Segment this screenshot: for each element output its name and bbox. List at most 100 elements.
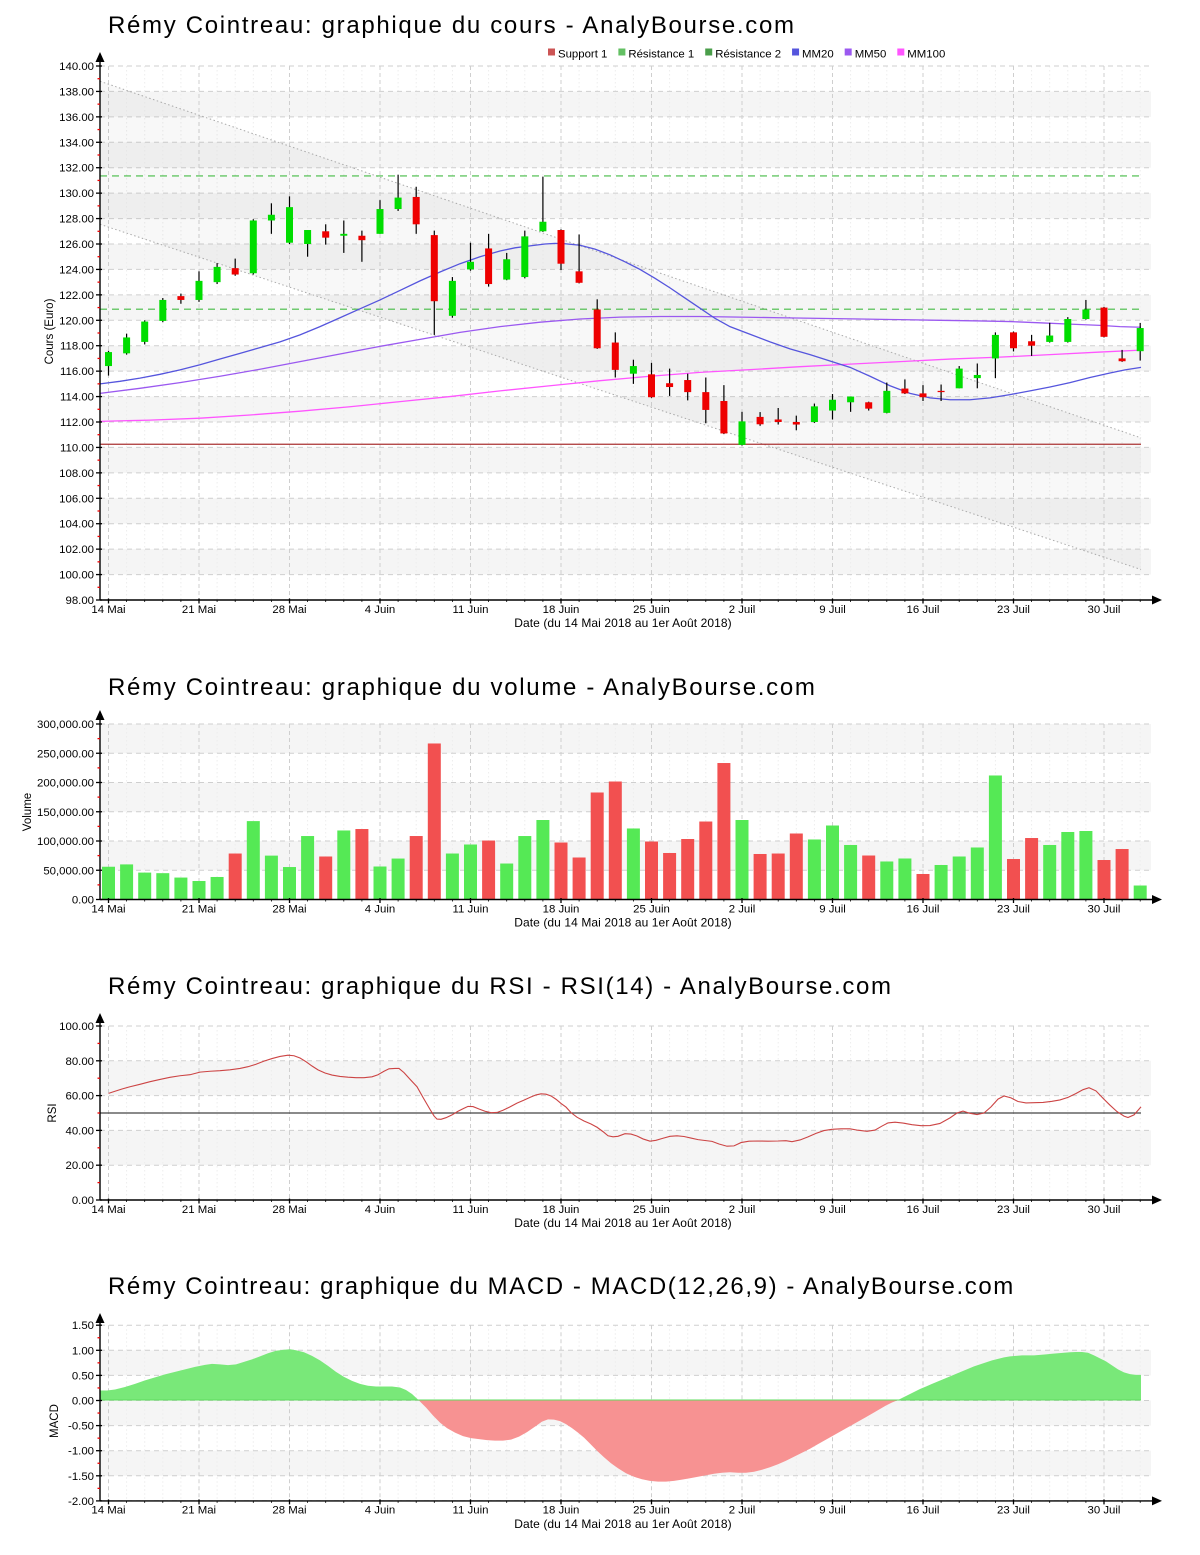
- svg-text:134.00: 134.00: [59, 137, 94, 149]
- svg-text:28 Mai: 28 Mai: [272, 1505, 306, 1517]
- svg-text:40.00: 40.00: [65, 1125, 94, 1137]
- svg-text:23 Juil: 23 Juil: [997, 1204, 1030, 1216]
- svg-text:Résistance 1: Résistance 1: [628, 49, 694, 61]
- svg-text:9 Juil: 9 Juil: [819, 1505, 846, 1517]
- svg-text:-2.00: -2.00: [68, 1496, 94, 1508]
- svg-text:18 Juin: 18 Juin: [543, 903, 580, 915]
- svg-text:100.00: 100.00: [59, 570, 94, 582]
- svg-text:110.00: 110.00: [60, 442, 94, 454]
- svg-text:Résistance 2: Résistance 2: [715, 49, 781, 61]
- svg-text:0.00: 0.00: [72, 1195, 94, 1207]
- svg-text:2 Juil: 2 Juil: [729, 604, 756, 616]
- svg-text:28 Mai: 28 Mai: [272, 903, 306, 915]
- svg-text:9 Juil: 9 Juil: [819, 1204, 846, 1216]
- svg-text:MM20: MM20: [802, 49, 834, 61]
- svg-text:100,000.00: 100,000.00: [37, 836, 94, 848]
- svg-text:Date (du 14 Mai 2018 au 1er Ao: Date (du 14 Mai 2018 au 1er Août 2018): [514, 1216, 732, 1230]
- svg-text:104.00: 104.00: [59, 519, 94, 531]
- svg-text:16 Juil: 16 Juil: [907, 1505, 940, 1517]
- svg-text:16 Juil: 16 Juil: [907, 903, 940, 915]
- svg-text:2 Juil: 2 Juil: [729, 1505, 756, 1517]
- svg-text:28 Mai: 28 Mai: [272, 604, 306, 616]
- svg-text:21 Mai: 21 Mai: [182, 1505, 216, 1517]
- svg-text:Date (du 14 Mai 2018 au 1er Ao: Date (du 14 Mai 2018 au 1er Août 2018): [514, 916, 732, 930]
- svg-text:108.00: 108.00: [59, 468, 94, 480]
- svg-text:0.00: 0.00: [72, 895, 94, 907]
- svg-text:80.00: 80.00: [65, 1056, 94, 1068]
- svg-text:9 Juil: 9 Juil: [819, 903, 846, 915]
- svg-text:30 Juil: 30 Juil: [1088, 903, 1121, 915]
- svg-text:9 Juil: 9 Juil: [819, 604, 846, 616]
- svg-text:-0.50: -0.50: [68, 1421, 94, 1433]
- svg-text:150,000.00: 150,000.00: [37, 807, 94, 819]
- svg-text:30 Juil: 30 Juil: [1088, 1204, 1121, 1216]
- svg-text:30 Juil: 30 Juil: [1088, 604, 1121, 616]
- svg-text:4 Juin: 4 Juin: [365, 1505, 395, 1517]
- svg-text:Rémy Cointreau: graphique du M: Rémy Cointreau: graphique du MACD - MACD…: [108, 1273, 1015, 1300]
- svg-text:102.00: 102.00: [59, 544, 94, 556]
- svg-text:14 Mai: 14 Mai: [91, 1505, 125, 1517]
- svg-text:18 Juin: 18 Juin: [543, 1204, 580, 1216]
- svg-text:112.00: 112.00: [60, 417, 94, 429]
- svg-text:25 Juin: 25 Juin: [633, 903, 670, 915]
- svg-text:Volume: Volume: [22, 793, 34, 831]
- svg-text:11 Juin: 11 Juin: [453, 1204, 489, 1216]
- svg-text:25 Juin: 25 Juin: [633, 1505, 670, 1517]
- svg-text:18 Juin: 18 Juin: [543, 604, 580, 616]
- svg-text:130.00: 130.00: [59, 188, 94, 200]
- svg-text:14 Mai: 14 Mai: [91, 1204, 125, 1216]
- svg-text:23 Juil: 23 Juil: [997, 1505, 1030, 1517]
- svg-text:4 Juin: 4 Juin: [365, 1204, 395, 1216]
- svg-text:126.00: 126.00: [59, 239, 94, 251]
- svg-text:1.00: 1.00: [72, 1345, 94, 1357]
- svg-text:16 Juil: 16 Juil: [907, 604, 940, 616]
- svg-text:20.00: 20.00: [65, 1160, 94, 1172]
- svg-text:Rémy Cointreau: graphique du v: Rémy Cointreau: graphique du volume - An…: [108, 674, 817, 701]
- svg-text:140.00: 140.00: [59, 61, 94, 73]
- svg-text:Cours (Euro): Cours (Euro): [44, 298, 56, 364]
- svg-text:122.00: 122.00: [59, 290, 94, 302]
- svg-text:128.00: 128.00: [59, 214, 94, 226]
- svg-text:300,000.00: 300,000.00: [37, 719, 94, 731]
- svg-text:23 Juil: 23 Juil: [997, 903, 1030, 915]
- svg-text:11 Juin: 11 Juin: [453, 604, 489, 616]
- svg-text:14 Mai: 14 Mai: [91, 903, 125, 915]
- svg-text:21 Mai: 21 Mai: [182, 1204, 216, 1216]
- svg-text:Rémy Cointreau: graphique du R: Rémy Cointreau: graphique du RSI - RSI(1…: [108, 973, 893, 1000]
- svg-text:28 Mai: 28 Mai: [272, 1204, 306, 1216]
- svg-text:60.00: 60.00: [65, 1091, 94, 1103]
- svg-text:11 Juin: 11 Juin: [453, 1505, 489, 1517]
- svg-text:1.50: 1.50: [72, 1320, 94, 1332]
- svg-text:25 Juin: 25 Juin: [633, 1204, 670, 1216]
- svg-text:124.00: 124.00: [59, 264, 94, 276]
- svg-text:MACD: MACD: [49, 1404, 61, 1438]
- svg-text:4 Juin: 4 Juin: [365, 903, 395, 915]
- svg-text:18 Juin: 18 Juin: [543, 1505, 580, 1517]
- svg-text:Rémy Cointreau: graphique du c: Rémy Cointreau: graphique du cours - Ana…: [108, 12, 796, 39]
- svg-text:0.50: 0.50: [72, 1370, 94, 1382]
- svg-text:136.00: 136.00: [59, 112, 94, 124]
- svg-text:MM100: MM100: [907, 49, 945, 61]
- svg-text:50,000.00: 50,000.00: [43, 865, 94, 877]
- svg-text:RSI: RSI: [47, 1103, 59, 1122]
- svg-text:120.00: 120.00: [59, 315, 94, 327]
- svg-text:-1.00: -1.00: [68, 1446, 94, 1458]
- svg-text:2 Juil: 2 Juil: [729, 903, 756, 915]
- svg-text:21 Mai: 21 Mai: [182, 903, 216, 915]
- svg-text:116.00: 116.00: [60, 366, 94, 378]
- svg-text:250,000.00: 250,000.00: [37, 748, 94, 760]
- svg-text:23 Juil: 23 Juil: [997, 604, 1030, 616]
- svg-text:16 Juil: 16 Juil: [907, 1204, 940, 1216]
- svg-text:200,000.00: 200,000.00: [37, 778, 94, 790]
- svg-text:Date (du 14 Mai 2018 au 1er Ao: Date (du 14 Mai 2018 au 1er Août 2018): [514, 1517, 732, 1531]
- svg-text:4 Juin: 4 Juin: [365, 604, 395, 616]
- svg-text:100.00: 100.00: [59, 1021, 94, 1033]
- svg-text:138.00: 138.00: [59, 86, 94, 98]
- svg-text:-1.50: -1.50: [68, 1471, 94, 1483]
- svg-text:2 Juil: 2 Juil: [729, 1204, 756, 1216]
- svg-text:MM50: MM50: [855, 49, 887, 61]
- svg-text:106.00: 106.00: [59, 493, 94, 505]
- svg-text:14 Mai: 14 Mai: [91, 604, 125, 616]
- svg-text:Support 1: Support 1: [558, 49, 607, 61]
- svg-text:98.00: 98.00: [65, 595, 94, 607]
